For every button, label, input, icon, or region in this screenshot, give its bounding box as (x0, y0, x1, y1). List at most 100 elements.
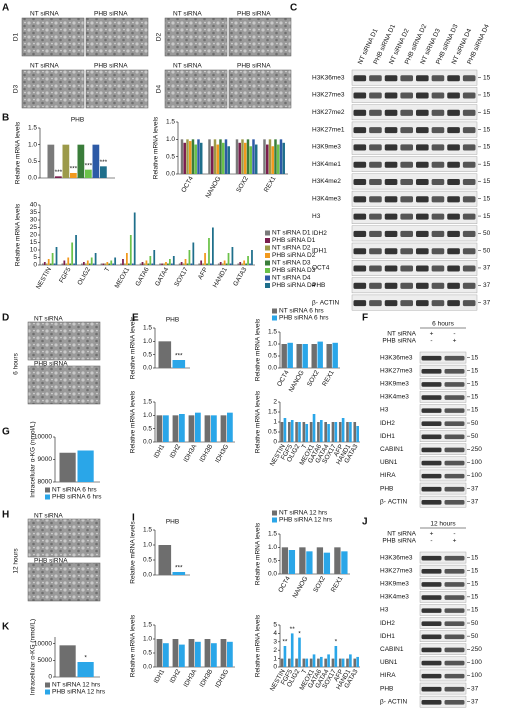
blot-band (421, 355, 442, 361)
micrograph (164, 17, 228, 57)
bar (169, 259, 171, 265)
blot-band (416, 230, 429, 237)
micrograph (21, 69, 85, 109)
bar (327, 654, 330, 667)
micrograph (164, 69, 228, 109)
y-tick-label: 0 (33, 262, 37, 269)
x-tick-label: GATA6 (134, 266, 150, 287)
blot-band (369, 282, 382, 289)
size-marker: 100 (471, 672, 482, 679)
bar (302, 344, 308, 368)
bar (188, 250, 191, 265)
bar (255, 144, 258, 174)
blot-strip (419, 591, 467, 603)
blot-band (431, 265, 445, 272)
bar (129, 235, 132, 265)
blot-band (462, 75, 476, 82)
bar (204, 639, 211, 667)
x-tick-label: IDH3G (214, 668, 230, 689)
bar (124, 263, 126, 265)
blot-band (462, 144, 476, 151)
bar (235, 139, 239, 174)
blot-band (462, 265, 476, 272)
condition-label: PHB siRNA (237, 63, 271, 70)
bar (90, 257, 93, 265)
legend-swatch (45, 487, 50, 493)
blot-band (369, 127, 382, 134)
bar (246, 139, 250, 174)
blot-band (400, 178, 413, 186)
legend-swatch (272, 315, 277, 321)
legend-swatch (265, 238, 270, 243)
bar (316, 547, 324, 574)
bar (290, 633, 294, 667)
bar (92, 263, 95, 265)
y-tick-label: 0.5 (143, 425, 152, 432)
blot-strip (351, 69, 478, 86)
bar (327, 424, 330, 442)
blot-band (444, 647, 465, 653)
blot-row-label: PHB (380, 685, 393, 692)
y-axis-label: Relative mRNA levels (255, 614, 262, 677)
blot-band (369, 196, 382, 203)
x-tick-label: IDH3B (199, 443, 215, 463)
blot-row-label: H3K27me3 (380, 567, 413, 574)
y-axis-label: Relative mRNA levels (255, 390, 262, 453)
bar (208, 238, 210, 265)
blot-row-label: CABIN1 (380, 646, 404, 653)
blot-row-label: IDH1 (312, 247, 327, 254)
condition-label: NT siRNA (34, 316, 63, 323)
y-tick-label: 0.0 (268, 571, 277, 578)
bar (49, 263, 52, 265)
blot-band (462, 92, 476, 99)
blot-row-label: IDH1 (380, 633, 395, 640)
blot-band (462, 127, 476, 134)
blot-band (384, 127, 398, 134)
bar (219, 262, 222, 265)
blot-band (353, 213, 367, 220)
blot-band (447, 92, 460, 99)
bar (112, 263, 115, 265)
bar (341, 551, 348, 574)
micrograph (27, 321, 101, 361)
bar (219, 139, 222, 174)
bar (139, 263, 142, 265)
blot-band (421, 555, 442, 561)
bar (211, 415, 217, 442)
blot-band (431, 144, 445, 151)
y-tick-label: 4 (273, 630, 277, 637)
blot-strip (419, 364, 467, 377)
bar (326, 344, 332, 368)
micrograph (228, 69, 292, 109)
legend-label: PHB siRNA D1 (272, 237, 316, 244)
blot-row-label: H3 (312, 213, 321, 220)
condition-sign: - (430, 338, 432, 345)
bar (245, 263, 247, 265)
size-marker: 15 (483, 74, 491, 81)
y-tick-label: 0.5 (166, 153, 175, 160)
x-tick-label: GATA4 (154, 266, 170, 287)
legend-swatch (45, 682, 50, 688)
blot-band (400, 213, 413, 220)
micrograph (228, 17, 292, 57)
bar (153, 250, 156, 265)
bar (84, 263, 87, 265)
bar (281, 344, 287, 368)
blot-band (421, 460, 442, 466)
condition-label: NT siRNA (173, 63, 202, 70)
bar (67, 257, 70, 265)
blot-band (444, 673, 465, 679)
y-tick-label: 0.5 (268, 557, 277, 564)
blot-strip (351, 260, 478, 276)
x-tick-label: IDH2 (169, 443, 183, 460)
blot-row-label: HIRA (380, 672, 396, 679)
bar (127, 263, 130, 265)
bar (151, 263, 154, 265)
blot-strip (419, 391, 467, 403)
bar (283, 418, 287, 442)
blot-band (431, 161, 445, 168)
bar (320, 420, 323, 442)
blot-band (400, 127, 413, 134)
y-tick-label: 1.5 (268, 531, 277, 538)
y-tick-label: 1.5 (268, 409, 277, 416)
